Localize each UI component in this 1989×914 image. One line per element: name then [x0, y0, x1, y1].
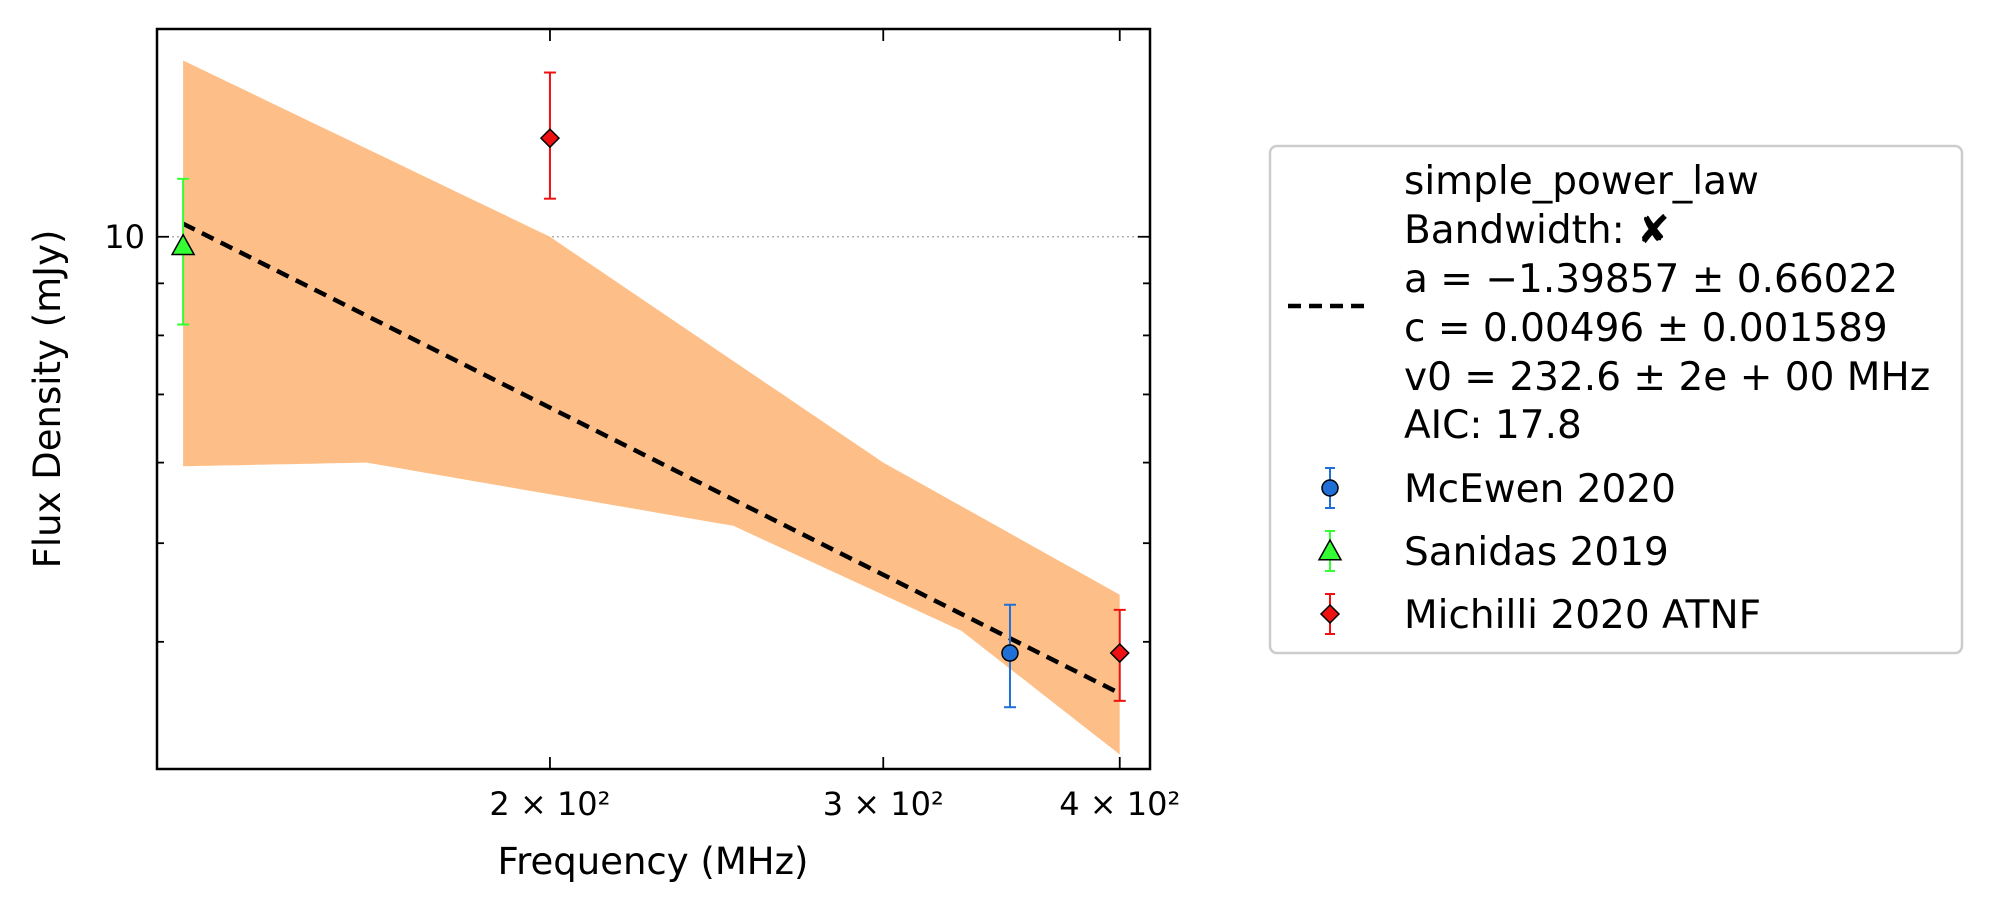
- legend-label-mcewen: McEwen 2020: [1404, 467, 1676, 512]
- legend-fit-aic: AIC: 17.8: [1404, 403, 1582, 448]
- plot-area: [157, 60, 1150, 755]
- plot-frame: [155, 27, 1152, 771]
- x-tick-label: 3 × 10²: [823, 785, 944, 823]
- x-tick-label: 4 × 10²: [1059, 785, 1180, 823]
- data-point-2-0: [539, 128, 561, 149]
- legend-marker-0: [1321, 479, 1339, 497]
- legend-fit-bandwidth: Bandwidth: ✘: [1404, 208, 1670, 253]
- y-tick-label: 10: [104, 218, 145, 256]
- x-axis-title: Frequency (MHz): [498, 840, 809, 883]
- data-point-0-0: [1001, 644, 1019, 662]
- data-point-1-0: [170, 233, 196, 256]
- legend-box: [1268, 144, 1964, 655]
- legend-label-michilli: Michilli 2020 ATNF: [1404, 593, 1761, 638]
- legend-marker-1: [1317, 538, 1343, 561]
- legend: simple_power_law Bandwidth: ✘ a = −1.398…: [1268, 144, 1964, 655]
- legend-fit-param-a: a = −1.39857 ± 0.66022: [1404, 257, 1898, 302]
- y-axis-title: Flux Density (mJy): [26, 230, 69, 569]
- fit-confidence-band: [183, 60, 1120, 755]
- legend-fit-param-c: c = 0.00496 ± 0.001589: [1404, 306, 1888, 351]
- legend-markers: [1317, 467, 1343, 635]
- data-point-2-1: [1109, 642, 1130, 664]
- legend-fit-name: simple_power_law: [1404, 159, 1759, 204]
- fit-line: [182, 221, 1121, 696]
- x-tick-label: 2 × 10²: [489, 785, 610, 823]
- legend-marker-2: [1319, 603, 1341, 625]
- legend-label-sanidas: Sanidas 2019: [1404, 530, 1669, 575]
- axis-ticks: 2 × 10² 3 × 10² 4 × 10² 10: [104, 29, 1180, 823]
- legend-fit-param-v0: v0 = 232.6 ± 2e + 00 MHz: [1404, 355, 1930, 400]
